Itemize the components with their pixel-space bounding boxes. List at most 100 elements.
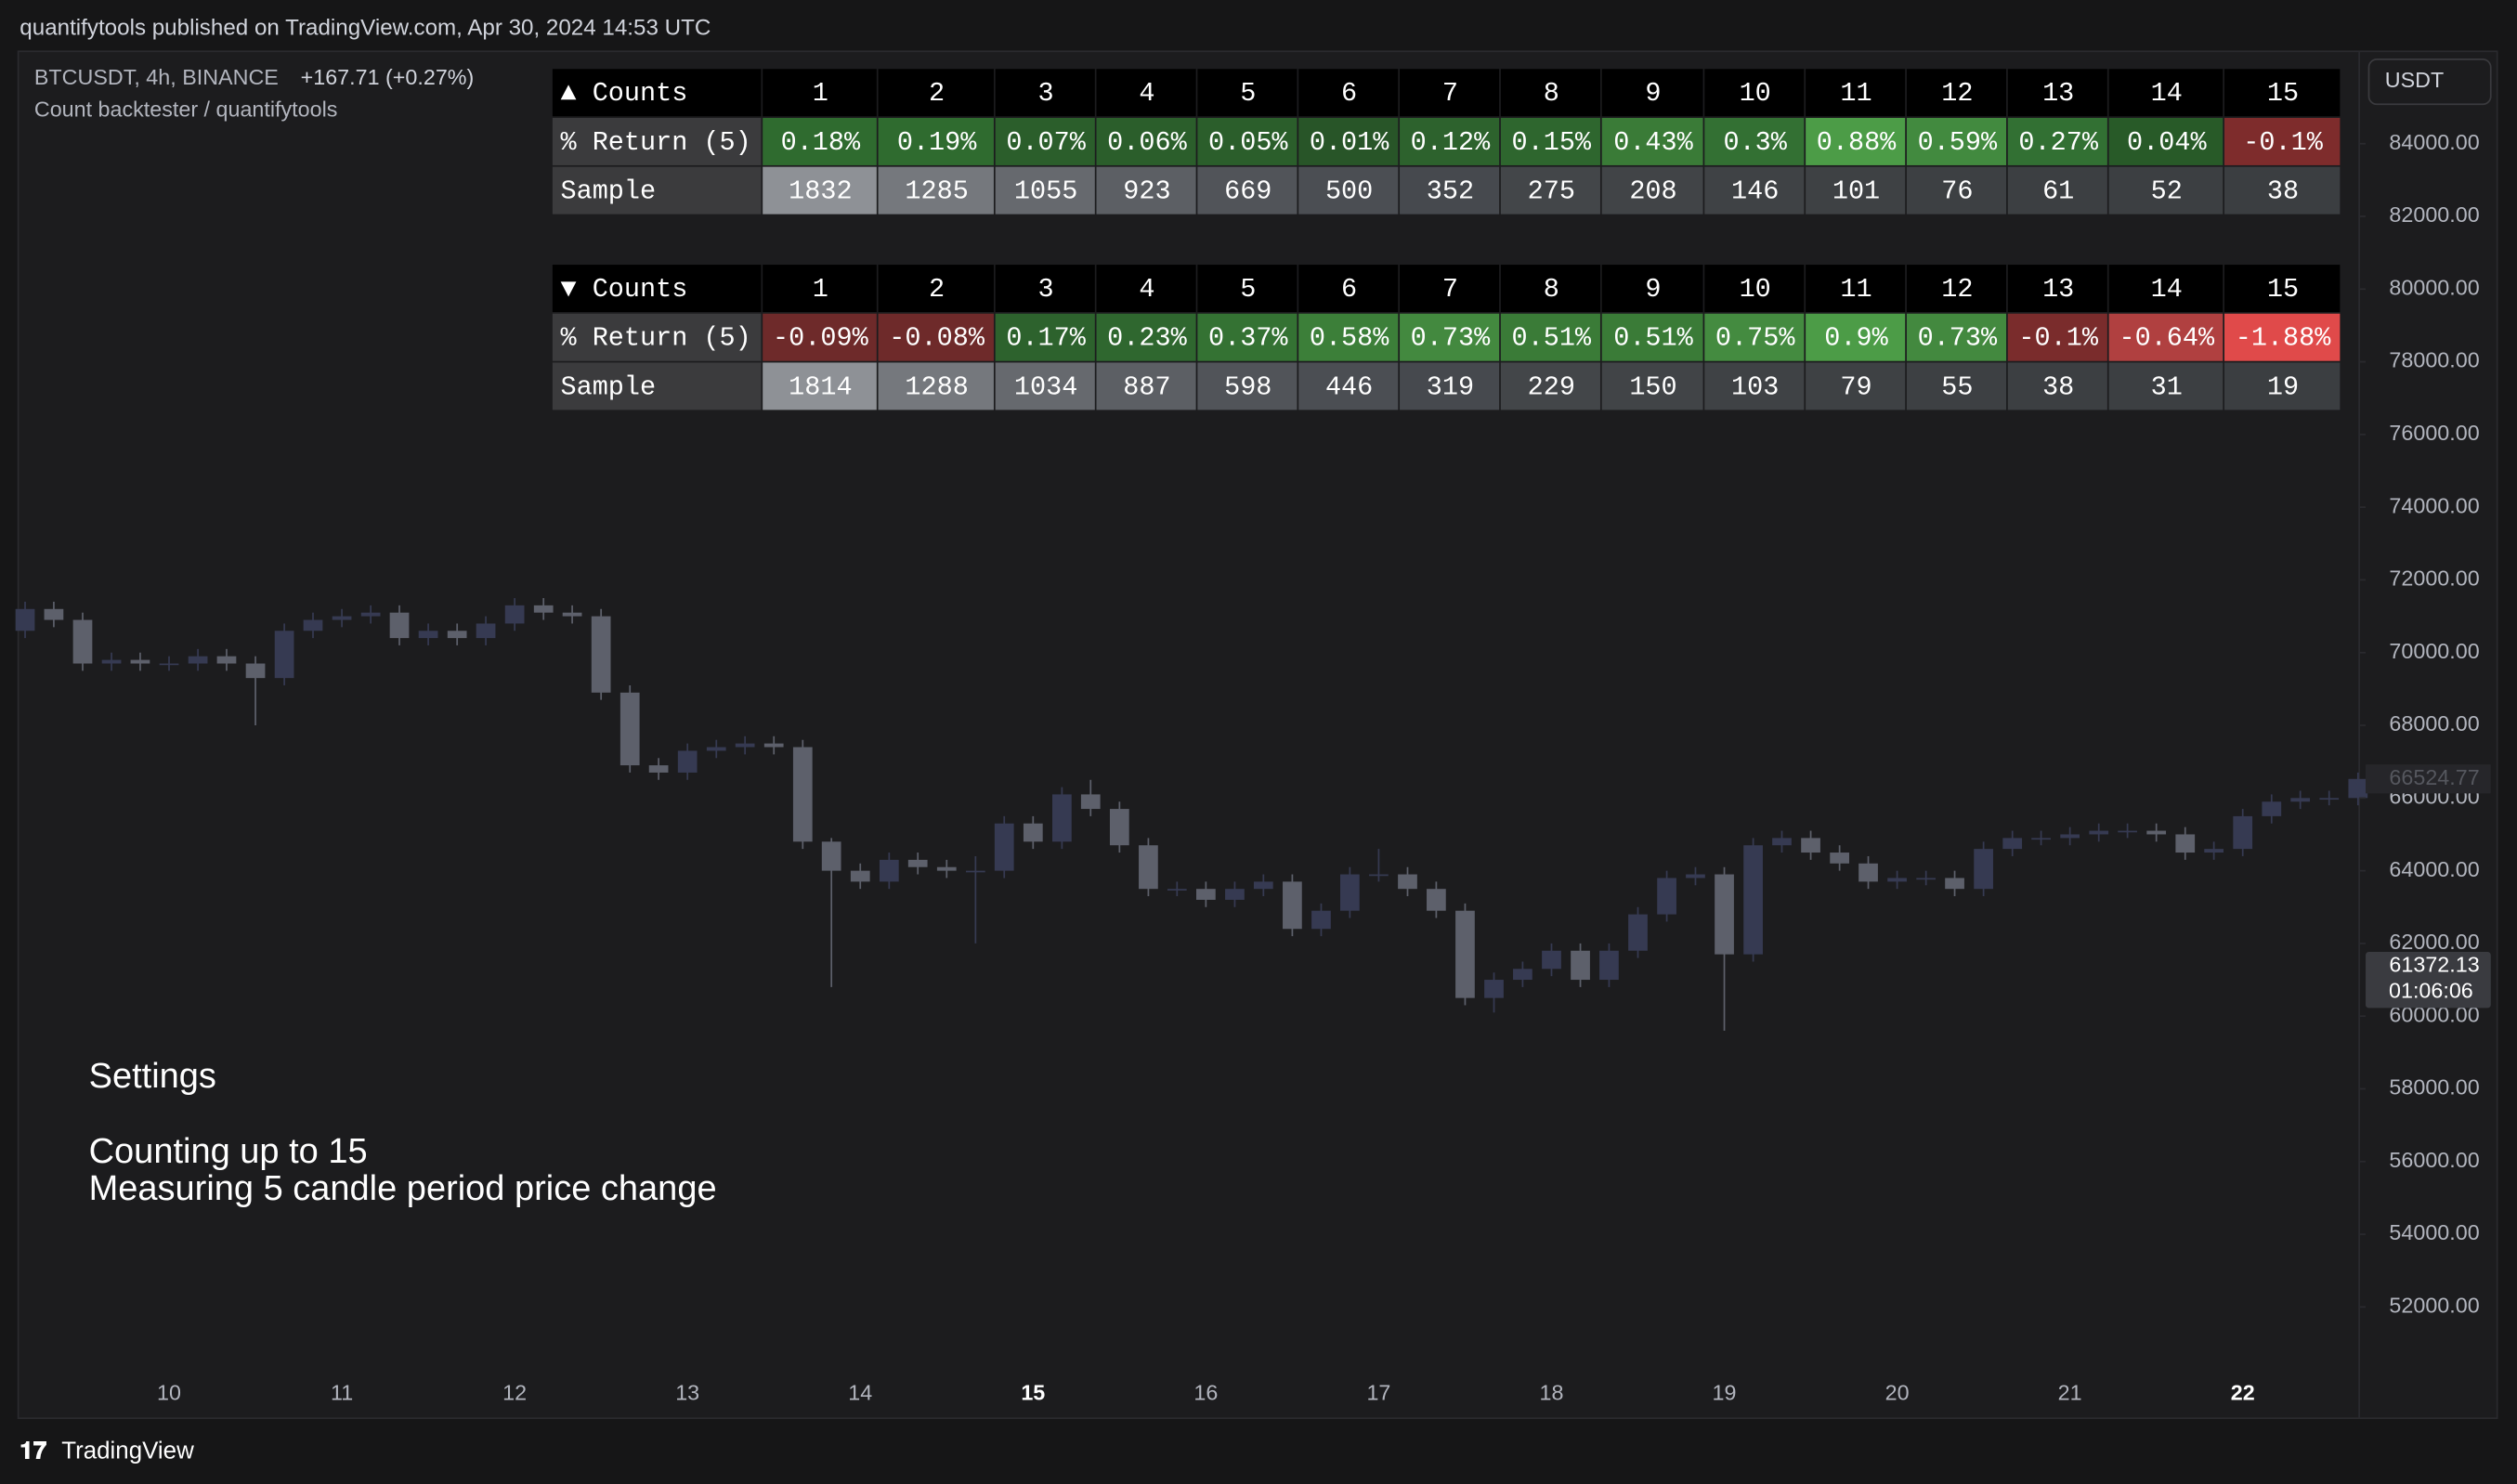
- cell-text: 229: [1528, 371, 1575, 402]
- cell-text: 150: [1629, 371, 1676, 402]
- candle-body: [850, 870, 870, 882]
- table-cell: [1500, 166, 1600, 215]
- y-tick-label: 76000.00: [2389, 421, 2479, 445]
- candle-body: [476, 623, 496, 639]
- table-cell: [878, 166, 994, 215]
- table-cell: [1500, 265, 1600, 313]
- candle-body: [2319, 798, 2340, 801]
- table-cell: [1704, 362, 1805, 410]
- x-tick-label: 19: [1713, 1380, 1737, 1404]
- cell-text: 1: [813, 78, 828, 109]
- candle-body: [619, 692, 640, 766]
- table-cell: [995, 166, 1095, 215]
- table-cell: [1096, 265, 1196, 313]
- candle-body: [1628, 914, 1648, 951]
- table-cell: [1500, 69, 1600, 117]
- candle-body: [1830, 853, 1850, 864]
- cell-text: 5: [1240, 274, 1256, 305]
- candle-body: [274, 631, 294, 679]
- candle-body: [1974, 849, 1993, 890]
- table-cell: [2224, 265, 2341, 313]
- cell-text: 11: [1840, 78, 1871, 109]
- cell-text: 7: [1442, 78, 1458, 109]
- candle-body: [1311, 910, 1331, 930]
- candle-body: [245, 663, 266, 679]
- candle-body: [1339, 874, 1360, 911]
- candle-body: [2002, 838, 2023, 850]
- table-cell: [552, 265, 762, 313]
- table-cell: [1197, 166, 1298, 215]
- cell-text: 15: [2267, 274, 2299, 305]
- table-cell: [1601, 117, 1703, 165]
- cell-text: 15: [2267, 78, 2299, 109]
- cell-text: 2: [929, 78, 945, 109]
- candle-body: [994, 823, 1014, 871]
- table-cell: [2224, 313, 2341, 361]
- candle-body: [1427, 889, 1446, 911]
- table-cell: [878, 313, 994, 361]
- settings-line: Counting up to 15: [89, 1132, 368, 1171]
- x-tick-label: 12: [502, 1380, 527, 1404]
- table-cell: [1704, 69, 1805, 117]
- settings-line: Measuring 5 candle period price change: [89, 1169, 717, 1208]
- cell-text: 6: [1341, 78, 1357, 109]
- cell-text: 13: [2042, 78, 2074, 109]
- currency[interactable]: USDT: [2385, 68, 2444, 92]
- table-cell: [2007, 69, 2107, 117]
- cell-text: 38: [2267, 176, 2299, 207]
- candle-body: [418, 631, 438, 639]
- cell-text: 6: [1341, 274, 1357, 305]
- cell-text: 14: [2151, 274, 2183, 305]
- candle-body: [1686, 874, 1705, 879]
- y-tick-label: 64000.00: [2389, 857, 2479, 881]
- cell-text: 76: [1941, 176, 1973, 207]
- cell-text: 1288: [905, 371, 968, 402]
- candle-body: [648, 765, 669, 773]
- cell-text: 13: [2042, 274, 2074, 305]
- table-cell: [1197, 313, 1298, 361]
- table-cell: [1500, 117, 1600, 165]
- candle-body: [447, 631, 467, 639]
- cell-text: 208: [1629, 176, 1676, 207]
- y-tick-label: 52000.00: [2389, 1294, 2479, 1318]
- candle-body: [1484, 980, 1504, 998]
- currency-button[interactable]: [2367, 59, 2492, 106]
- cell-text: 0.59%: [1918, 127, 1998, 158]
- table-cell: [1500, 313, 1600, 361]
- y-tick-label: 70000.00: [2389, 639, 2479, 663]
- table-cell: [1906, 265, 2007, 313]
- table-cell: [1400, 117, 1500, 165]
- table-cell: [1806, 69, 1906, 117]
- x-tick-label: 13: [675, 1380, 699, 1404]
- cell-text: 0.23%: [1107, 323, 1187, 354]
- cell-text: -0.1%: [2018, 323, 2098, 354]
- table-cell: [2007, 362, 2107, 410]
- row-label: ▼ Counts: [561, 274, 688, 305]
- candle-body: [1715, 874, 1734, 955]
- row-label: ▲ Counts: [561, 78, 688, 109]
- cell-text: 0.51%: [1512, 323, 1592, 354]
- table-cell: [1601, 265, 1703, 313]
- candle-body: [2233, 815, 2253, 850]
- table-cell: [1500, 362, 1600, 410]
- table-cell: [1096, 69, 1196, 117]
- table-cell: [763, 265, 877, 313]
- cell-text: 0.37%: [1208, 323, 1288, 354]
- table-cell: [763, 362, 877, 410]
- x-tick-label: 17: [1366, 1380, 1390, 1404]
- candle-body: [188, 656, 208, 664]
- table-cell: [1906, 117, 2007, 165]
- candle-body: [2262, 801, 2282, 816]
- candle-body: [1513, 969, 1532, 981]
- candle-body: [2060, 834, 2080, 839]
- x-tick-label: 14: [848, 1380, 872, 1404]
- cell-text: 0.9%: [1824, 323, 1888, 354]
- y-tick-label: 58000.00: [2389, 1075, 2479, 1100]
- y-tick-label: 78000.00: [2389, 348, 2479, 372]
- table-cell: [552, 362, 762, 410]
- candle-body: [1743, 845, 1763, 955]
- cell-text: 1034: [1014, 371, 1077, 402]
- table-cell: [2224, 117, 2341, 165]
- cell-text: 0.15%: [1512, 127, 1592, 158]
